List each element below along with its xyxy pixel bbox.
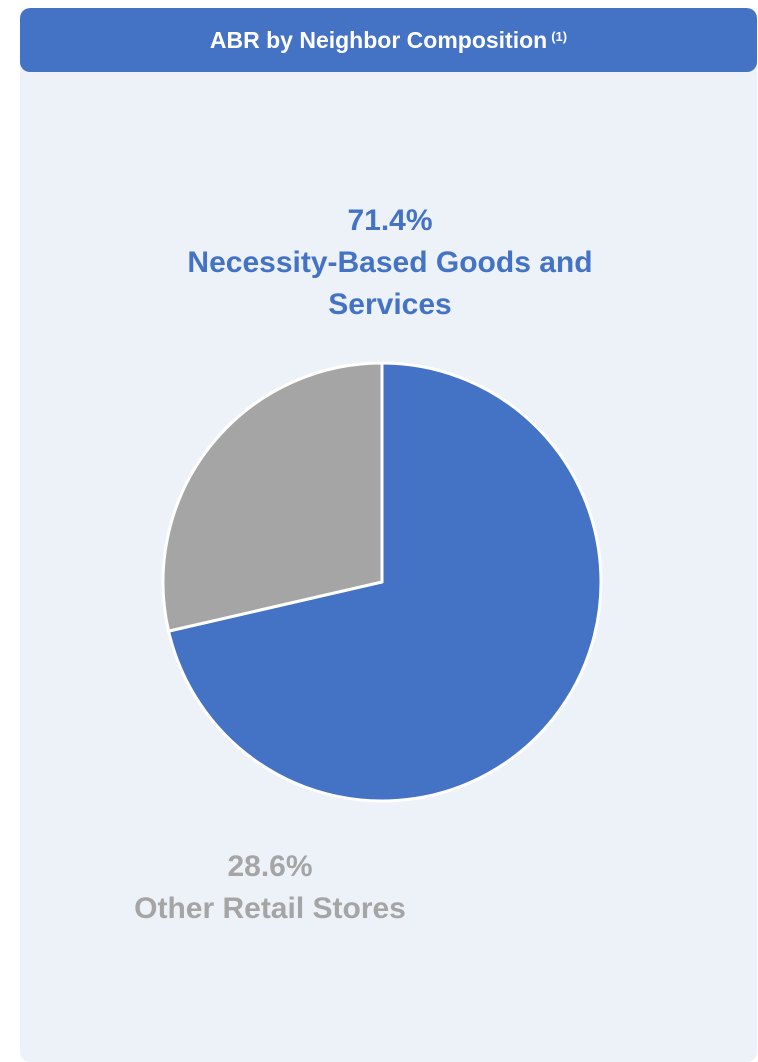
slice-name-other: Other Retail Stores xyxy=(134,892,406,925)
pie-slice-necessity xyxy=(167,361,603,803)
slice-value-other: 28.6% xyxy=(227,850,313,883)
slice-label-necessity: 71.4% Necessity-Based Goods and Services xyxy=(140,200,640,326)
chart-header: ABR by Neighbor Composition (1) xyxy=(20,8,757,72)
pie-slice-other xyxy=(161,361,384,633)
slice-value-necessity: 71.4% xyxy=(347,204,433,237)
chart-title: ABR by Neighbor Composition xyxy=(209,26,548,53)
pie-chart xyxy=(161,361,603,803)
slice-name-necessity: Necessity-Based Goods and Services xyxy=(187,246,593,321)
footnote-marker: (1) xyxy=(551,28,568,44)
slice-label-other: 28.6% Other Retail Stores xyxy=(100,846,440,930)
chart-panel: ABR by Neighbor Composition (1) 71.4% Nec… xyxy=(20,8,757,1062)
